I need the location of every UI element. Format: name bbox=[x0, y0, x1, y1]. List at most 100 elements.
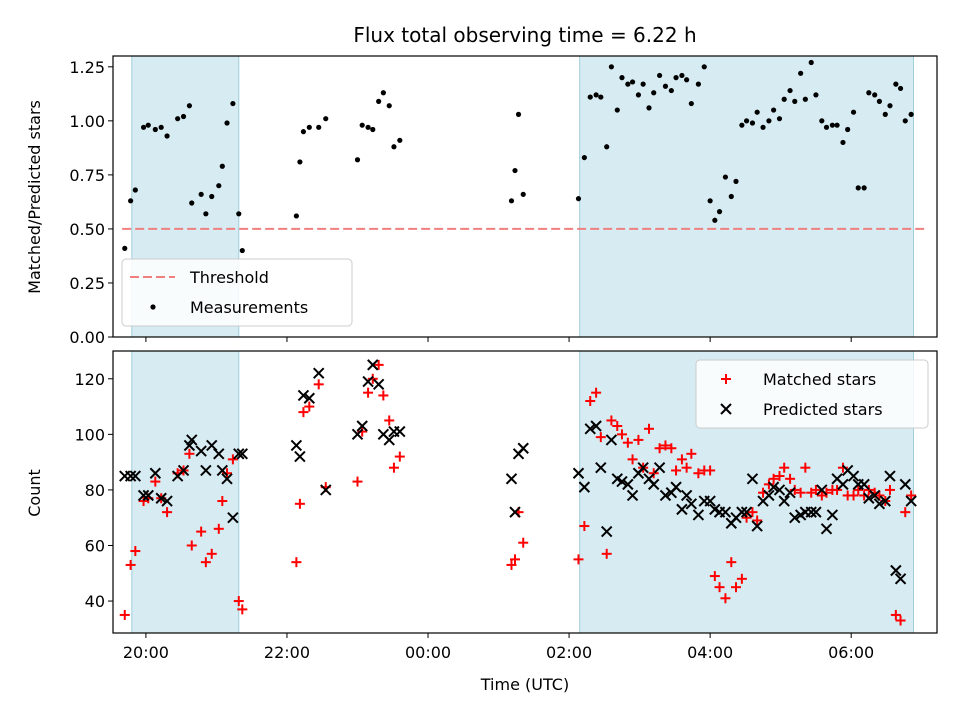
predicted-star-point bbox=[505, 473, 518, 485]
x-mark-b bbox=[763, 489, 775, 502]
predicted-star-point bbox=[600, 525, 613, 538]
predicted-star-point bbox=[894, 573, 907, 585]
x-mark-b bbox=[351, 428, 364, 441]
matched-star-point bbox=[863, 484, 874, 495]
axes-frame bbox=[112, 350, 938, 634]
x-mark-b bbox=[372, 378, 385, 391]
measurement-point bbox=[380, 90, 386, 96]
predicted-star-point bbox=[740, 506, 753, 518]
x-mark-b bbox=[709, 503, 721, 516]
matched-star-point bbox=[125, 559, 136, 570]
matched-star-point bbox=[747, 507, 758, 518]
measurement-point bbox=[629, 79, 636, 85]
measurement-point bbox=[695, 81, 701, 87]
predicted-star-point bbox=[233, 448, 245, 460]
bottom-chart-x-axis-label: Time (UTC) bbox=[480, 675, 569, 694]
measurement-point bbox=[728, 193, 734, 200]
predicted-star-point bbox=[155, 492, 167, 504]
measurement-point bbox=[792, 98, 798, 104]
predicted-star-point bbox=[236, 448, 249, 460]
shaded-interval bbox=[579, 55, 914, 338]
x-mark-b bbox=[680, 489, 693, 502]
x-tick-label: 00:00 bbox=[405, 643, 451, 662]
predicted-star-point bbox=[868, 489, 881, 502]
measurement-point bbox=[581, 154, 587, 161]
predicted-star-point bbox=[367, 359, 379, 371]
matched-star-point bbox=[654, 443, 665, 454]
predicted-star-point bbox=[805, 506, 817, 518]
measurement-point bbox=[391, 144, 397, 150]
x-mark-b bbox=[356, 420, 368, 432]
measurement-point bbox=[608, 64, 614, 70]
measurement-point bbox=[604, 144, 610, 150]
matched-star-point bbox=[622, 437, 633, 448]
y-tick-label: 120 bbox=[74, 370, 105, 389]
measurement-point bbox=[662, 83, 669, 89]
matched-star-point bbox=[714, 582, 725, 593]
matched-star-point bbox=[394, 451, 405, 462]
matched-star-point bbox=[363, 387, 374, 398]
x-mark-b bbox=[773, 484, 786, 496]
predicted-star-point bbox=[784, 486, 796, 499]
x-mark-b bbox=[740, 506, 753, 518]
measurement-point bbox=[766, 118, 772, 124]
legend-measurement-label: Measurements bbox=[190, 298, 308, 317]
x-mark-b bbox=[177, 464, 190, 477]
x-tick-label: 06:00 bbox=[828, 643, 874, 662]
predicted-star-point bbox=[847, 470, 860, 482]
legend-threshold-label: Threshold bbox=[189, 268, 269, 287]
matched-star-point bbox=[686, 448, 697, 459]
measurement-point bbox=[614, 107, 620, 113]
measurement-point bbox=[668, 87, 674, 94]
predicted-star-point bbox=[509, 506, 521, 518]
measurement-point bbox=[876, 98, 883, 104]
x-mark-b bbox=[206, 439, 218, 452]
matched-star-point bbox=[378, 390, 389, 401]
measurement-point bbox=[230, 100, 236, 107]
measurement-point bbox=[216, 183, 222, 189]
measurement-point bbox=[640, 81, 646, 87]
x-mark-b bbox=[297, 389, 310, 402]
x-mark-b bbox=[155, 492, 167, 504]
measurement-point bbox=[866, 90, 872, 96]
matched-star-point bbox=[681, 462, 692, 473]
matched-star-point bbox=[800, 462, 811, 473]
matched-star-point bbox=[648, 468, 659, 479]
legend-predicted-swatch-b bbox=[720, 403, 732, 415]
x-mark-b bbox=[863, 492, 875, 504]
measurement-point bbox=[771, 107, 777, 113]
x-mark-b bbox=[227, 511, 239, 524]
matched-star-point bbox=[196, 526, 207, 537]
predicted-star-point bbox=[303, 392, 316, 404]
matched-star-point bbox=[627, 454, 638, 465]
predicted-star-point bbox=[648, 478, 660, 491]
predicted-star-point bbox=[820, 523, 833, 535]
x-mark-b bbox=[884, 470, 896, 482]
matched-star-point bbox=[810, 484, 821, 495]
matched-star-point bbox=[900, 507, 911, 518]
x-mark-b bbox=[129, 470, 142, 482]
x-mark-b bbox=[659, 489, 672, 502]
matched-star-point bbox=[573, 554, 584, 565]
matched-star-point bbox=[890, 609, 901, 620]
measurement-point bbox=[819, 118, 825, 124]
predicted-star-point bbox=[858, 478, 870, 491]
predicted-star-point bbox=[290, 439, 303, 452]
x-mark-b bbox=[637, 461, 649, 474]
predicted-star-point bbox=[616, 475, 628, 488]
x-mark-b bbox=[590, 420, 602, 432]
predicted-star-point bbox=[227, 511, 239, 524]
measurement-point bbox=[316, 124, 322, 130]
measurement-point bbox=[707, 198, 713, 204]
x-mark-b bbox=[676, 503, 688, 516]
x-mark-b bbox=[294, 450, 306, 463]
matched-star-point bbox=[676, 454, 687, 465]
matched-star-point bbox=[795, 487, 806, 498]
measurement-point bbox=[861, 185, 867, 191]
matched-star-point bbox=[162, 507, 173, 518]
predicted-star-point bbox=[692, 509, 705, 521]
predicted-star-point bbox=[129, 470, 142, 482]
measurement-point bbox=[224, 120, 230, 126]
predicted-star-point bbox=[884, 470, 896, 482]
